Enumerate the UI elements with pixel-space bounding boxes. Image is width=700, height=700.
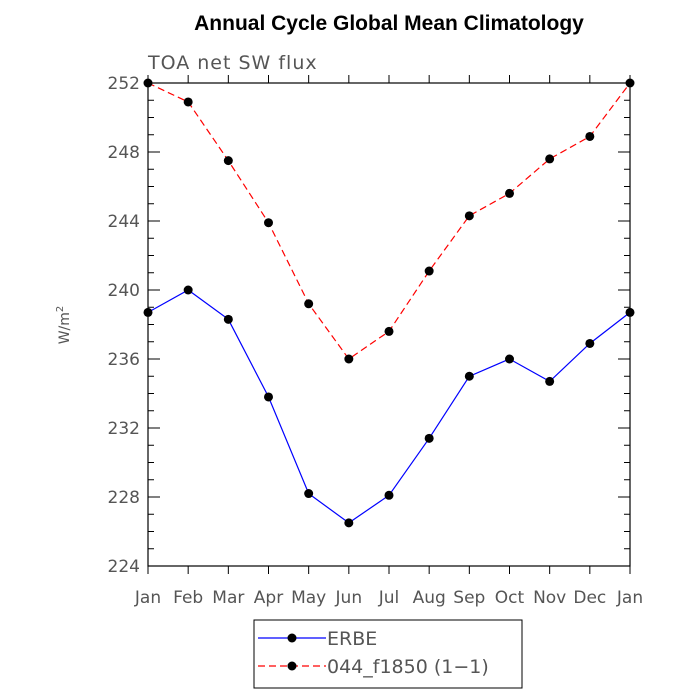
y-tick-label: 232 xyxy=(108,419,140,439)
series-0-point xyxy=(384,490,394,500)
y-axis-label: W/m2 xyxy=(55,306,73,345)
series-1-point xyxy=(344,354,354,364)
series-1-point xyxy=(424,266,434,276)
series-1-point xyxy=(585,131,595,141)
chart-subtitle: TOA net SW flux xyxy=(147,52,318,74)
series-1-point xyxy=(464,211,474,221)
y-tick-label: 224 xyxy=(108,557,140,577)
series-0-point xyxy=(264,392,273,402)
x-tick-label: Nov xyxy=(533,588,566,608)
series-layer xyxy=(143,78,635,528)
axis-layer: 224 228 232 236 240 244 248 252 Jan Feb Mar Apr May J… xyxy=(108,74,644,608)
series-1-point xyxy=(505,188,514,198)
chart-title: Annual Cycle Global Mean Climatology xyxy=(194,12,584,35)
series-0-point xyxy=(344,518,354,528)
x-tick-label: Aug xyxy=(413,588,446,608)
x-tick-label: Sep xyxy=(453,588,485,608)
legend-marker-model xyxy=(287,661,297,671)
y-axis-label-text: W/m xyxy=(57,312,73,344)
series-1-point xyxy=(183,97,193,107)
y-tick-label: 240 xyxy=(108,281,140,301)
y-tick-label: 244 xyxy=(108,212,140,232)
x-tick-label: Feb xyxy=(173,588,203,608)
x-tick-label: Dec xyxy=(573,588,606,608)
legend-label-model: 044_f1850 (1−1) xyxy=(327,656,489,678)
y-tick-label: 248 xyxy=(108,143,140,163)
x-tick-label: Jun xyxy=(335,588,363,608)
series-1-point xyxy=(223,156,233,166)
x-tick-label: Jan xyxy=(616,588,643,608)
x-tick-label: Jul xyxy=(378,588,400,608)
series-1-point xyxy=(264,218,273,228)
series-0-point xyxy=(223,314,233,324)
plot-frame xyxy=(147,82,631,567)
series-0-point xyxy=(304,489,314,499)
series-0-point xyxy=(505,354,514,364)
series-line-0 xyxy=(147,289,631,524)
series-1-point xyxy=(304,299,314,309)
series-0-point xyxy=(585,338,595,348)
y-tick-label: 252 xyxy=(108,74,140,94)
y-tick-label: 236 xyxy=(108,350,140,370)
x-tick-label: Mar xyxy=(212,588,244,608)
legend-box xyxy=(253,619,523,689)
y-axis-label-superscript: 2 xyxy=(55,306,66,312)
x-tick-label: May xyxy=(291,588,326,608)
series-1-point xyxy=(545,154,555,164)
legend-label-erbe: ERBE xyxy=(327,628,377,650)
x-tick-label: Jan xyxy=(134,588,161,608)
series-0-point xyxy=(424,433,434,443)
x-tick-label: Apr xyxy=(254,588,283,608)
series-line-1 xyxy=(147,82,631,360)
legend-marker-erbe xyxy=(287,633,297,643)
series-0-point xyxy=(183,285,193,295)
series-0-point xyxy=(464,371,474,381)
series-1-point xyxy=(384,326,394,336)
legend: ERBE 044_f1850 (1−1) xyxy=(253,619,523,689)
series-0-point xyxy=(545,376,555,386)
y-tick-label: 228 xyxy=(108,488,140,508)
x-tick-label: Oct xyxy=(495,588,525,608)
